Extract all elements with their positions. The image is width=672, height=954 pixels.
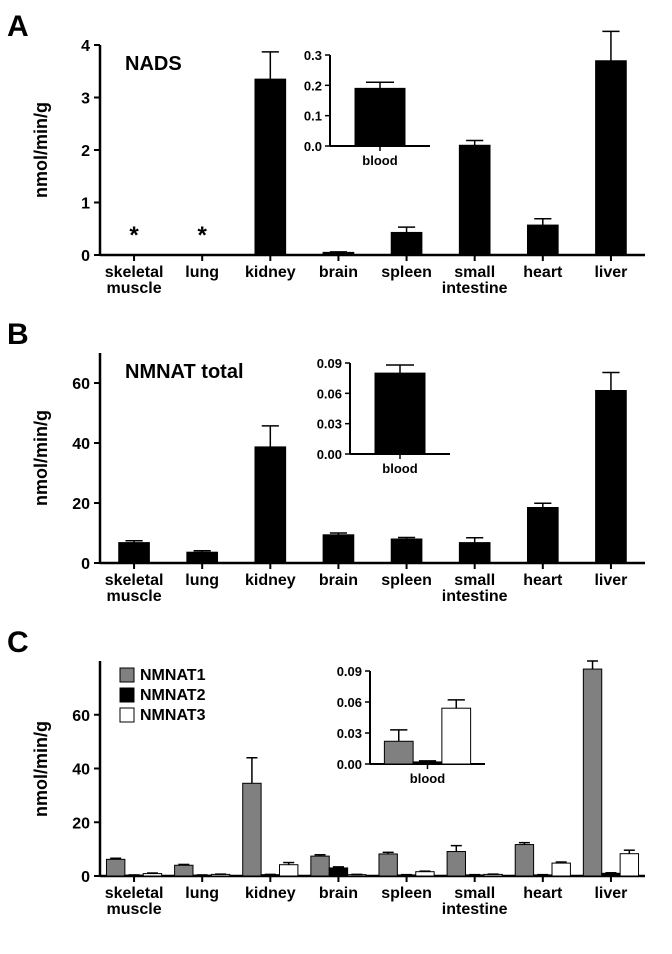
svg-text:brain: brain (319, 264, 358, 281)
svg-text:0.03: 0.03 (337, 726, 362, 741)
svg-text:kidney: kidney (245, 885, 296, 902)
svg-text:spleen: spleen (381, 264, 432, 281)
svg-text:0.1: 0.1 (304, 109, 322, 124)
panel-c-inset: 0.00 0.03 0.06 0.09 blood (337, 664, 485, 786)
svg-text:brain: brain (319, 572, 358, 589)
svg-text:spleen: spleen (381, 885, 432, 902)
svg-text:brain: brain (319, 885, 358, 902)
panel-b-xlabels: skeletalmuscle lung kidney brain spleen small… (105, 563, 628, 605)
svg-text:blood: blood (362, 153, 397, 168)
svg-text:liver: liver (594, 572, 627, 589)
svg-text:intestine: intestine (442, 280, 508, 297)
svg-text:60: 60 (72, 376, 90, 393)
svg-text:0: 0 (81, 869, 90, 886)
svg-text:20: 20 (72, 496, 90, 513)
svg-text:4: 4 (81, 38, 90, 55)
svg-text:heart: heart (523, 264, 563, 281)
svg-text:blood: blood (410, 771, 445, 786)
panel-b-bars (119, 373, 627, 564)
svg-text:intestine: intestine (442, 588, 508, 605)
svg-text:0: 0 (81, 248, 90, 265)
svg-text:lung: lung (185, 572, 219, 589)
panel-a-inset: 0.0 0.1 0.2 0.3 blood (304, 48, 430, 168)
svg-text:liver: liver (594, 885, 627, 902)
panel-b-axes (100, 353, 645, 563)
panel-a-ylabel: nmol/min/g (31, 102, 51, 198)
panel-a-xlabels: skeletalmuscle lung kidney brain spleen small… (105, 255, 628, 297)
svg-text:0.09: 0.09 (337, 664, 362, 679)
svg-text:blood: blood (382, 461, 417, 476)
svg-text:2: 2 (81, 143, 90, 160)
svg-text:60: 60 (72, 708, 90, 725)
panel-c-ylabel: nmol/min/g (31, 721, 51, 817)
panel-b-inset: 0.00 0.03 0.06 0.09 blood (317, 356, 450, 476)
svg-text:muscle: muscle (106, 901, 161, 918)
panel-b-yticks: 0 20 40 60 (72, 376, 100, 573)
panel-b-title: NMNAT total (125, 361, 244, 383)
figure: A 01234 NADS nmol/min/g ** skeletalmuscl… (0, 0, 672, 954)
svg-text:small: small (454, 572, 495, 589)
svg-text:NMNAT2: NMNAT2 (140, 687, 206, 704)
svg-text:0.06: 0.06 (317, 386, 342, 401)
panel-a-letter: A (7, 10, 29, 44)
svg-text:muscle: muscle (106, 588, 161, 605)
panel-a-axes (100, 45, 645, 255)
svg-text:heart: heart (523, 885, 563, 902)
panel-b-letter: B (7, 318, 29, 352)
svg-text:0.2: 0.2 (304, 78, 322, 93)
svg-text:NMNAT3: NMNAT3 (140, 707, 206, 724)
panel-c-chart: 0 20 40 60 nmol/min/g NMNAT1 NMNAT2 NMNAT3 sk… (5, 626, 665, 936)
svg-text:kidney: kidney (245, 572, 296, 589)
panel-c-yticks: 0 20 40 60 (72, 708, 100, 886)
svg-text:skeletal: skeletal (105, 885, 164, 902)
svg-text:lung: lung (185, 264, 219, 281)
svg-text:liver: liver (594, 264, 627, 281)
svg-text:40: 40 (72, 436, 90, 453)
svg-text:40: 40 (72, 762, 90, 779)
panel-b: B 0 20 40 60 NMNAT total nmol/min/g skeleta… (5, 318, 662, 618)
svg-text:NMNAT1: NMNAT1 (140, 667, 206, 684)
svg-text:*: * (129, 222, 139, 249)
panel-c-xlabels: skeletalmuscle lung kidney brain spleen small… (105, 876, 628, 918)
panel-c: C 0204060 nmol/min/g NMNAT1NMNAT2NMNAT3 … (5, 626, 662, 936)
svg-text:0.09: 0.09 (317, 356, 342, 371)
svg-text:3: 3 (81, 91, 90, 108)
svg-text:20: 20 (72, 815, 90, 832)
svg-text:heart: heart (523, 572, 563, 589)
svg-text:skeletal: skeletal (105, 572, 164, 589)
svg-text:lung: lung (185, 885, 219, 902)
panel-c-letter: C (7, 626, 29, 660)
svg-text:muscle: muscle (106, 280, 161, 297)
panel-a-title: NADS (125, 53, 182, 75)
svg-text:0.00: 0.00 (337, 757, 362, 772)
svg-text:0.06: 0.06 (337, 695, 362, 710)
panel-c-legend: NMNAT1 NMNAT2 NMNAT3 (120, 667, 206, 724)
panel-a-yticks: 0 1 2 3 4 (81, 38, 100, 265)
svg-text:0.3: 0.3 (304, 48, 322, 63)
svg-text:kidney: kidney (245, 264, 296, 281)
svg-text:0.00: 0.00 (317, 447, 342, 462)
panel-b-chart: 0 20 40 60 NMNAT total nmol/min/g skeletalm… (5, 318, 665, 618)
svg-text:small: small (454, 264, 495, 281)
svg-text:*: * (198, 222, 208, 249)
svg-text:0.03: 0.03 (317, 417, 342, 432)
panel-a: A 0 1 2 3 4 NADS nmol/min/g * * skeletalmuscl… (5, 10, 662, 310)
svg-text:small: small (454, 885, 495, 902)
svg-text:spleen: spleen (381, 572, 432, 589)
panel-b-ylabel: nmol/min/g (31, 410, 51, 506)
svg-text:1: 1 (81, 196, 90, 213)
svg-text:intestine: intestine (442, 901, 508, 918)
panel-a-chart: 0 1 2 3 4 NADS nmol/min/g * * skeletalmuscle l… (5, 10, 665, 310)
svg-text:0.0: 0.0 (304, 139, 322, 154)
svg-text:skeletal: skeletal (105, 264, 164, 281)
svg-text:0: 0 (81, 556, 90, 573)
